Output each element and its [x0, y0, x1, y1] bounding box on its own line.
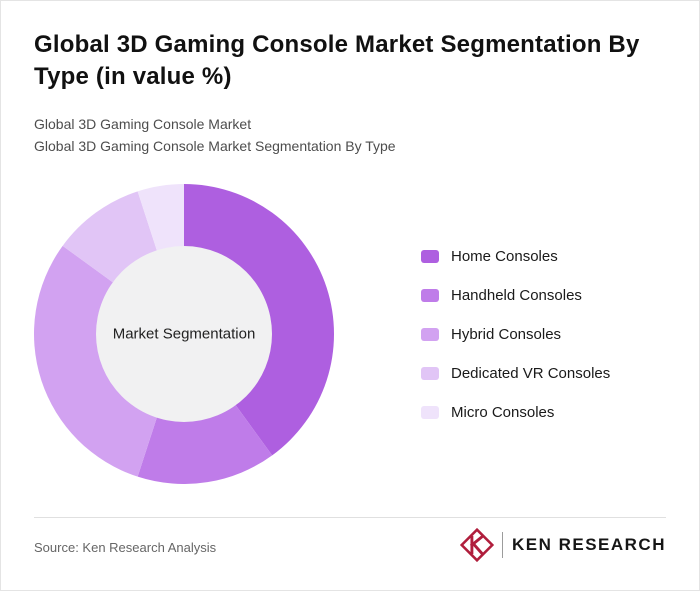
source-note: Source: Ken Research Analysis	[34, 540, 217, 555]
legend-swatch-icon	[421, 288, 439, 302]
ken-research-logo: KEN RESEARCH	[459, 528, 666, 562]
subtitle-line-2: Global 3D Gaming Console Market Segmenta…	[34, 138, 396, 154]
legend-item: Micro Consoles	[421, 403, 610, 421]
legend-item: Home Consoles	[421, 247, 610, 265]
logo-separator	[501, 532, 503, 558]
legend-item: Hybrid Consoles	[421, 325, 610, 343]
legend-label: Hybrid Consoles	[451, 325, 562, 343]
legend-swatch-icon	[421, 366, 439, 380]
subtitle-line-1: Global 3D Gaming Console Market	[34, 116, 252, 132]
donut-center-label: Market Segmentation	[112, 325, 256, 343]
donut-chart-svg	[34, 184, 334, 484]
legend-item: Dedicated VR Consoles	[421, 364, 610, 382]
subtitle-block: Global 3D Gaming Console Market Global 3…	[34, 113, 396, 157]
legend-swatch-icon	[421, 327, 439, 341]
legend-swatch-icon	[421, 249, 439, 263]
legend-label: Handheld Consoles	[451, 286, 582, 304]
legend-label: Dedicated VR Consoles	[451, 364, 611, 382]
chart-legend: Home Consoles Handheld Consoles Hybrid Con…	[421, 247, 610, 442]
legend-label: Home Consoles	[451, 247, 558, 265]
donut-chart: Market Segmentation	[34, 184, 334, 484]
donut-center-circle	[96, 246, 272, 422]
legend-item: Handheld Consoles	[421, 286, 610, 304]
page-title: Global 3D Gaming Console Market Segmenta…	[34, 31, 640, 90]
footer-divider	[34, 517, 666, 518]
ken-research-k-diamond-icon	[459, 528, 494, 562]
legend-swatch-icon	[421, 405, 439, 419]
logo-text: KEN RESEARCH	[511, 535, 666, 554]
legend-label: Micro Consoles	[451, 403, 555, 421]
